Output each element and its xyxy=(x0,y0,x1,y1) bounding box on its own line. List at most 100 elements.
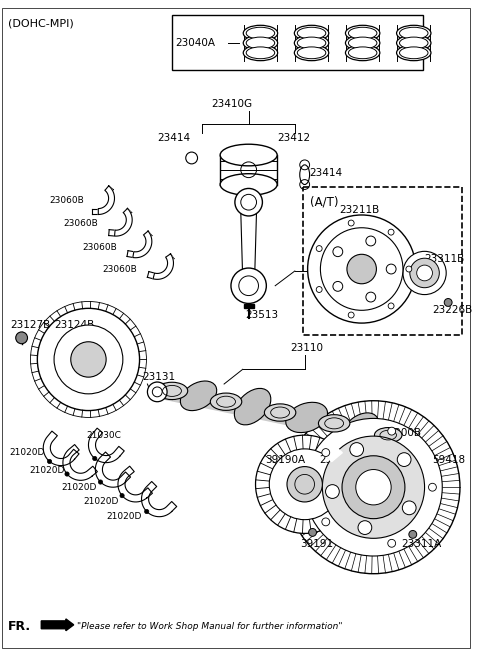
Polygon shape xyxy=(88,428,124,462)
Ellipse shape xyxy=(246,37,275,49)
Circle shape xyxy=(388,539,396,547)
Text: 23040A: 23040A xyxy=(175,38,215,48)
Text: 39191: 39191 xyxy=(300,539,333,549)
Ellipse shape xyxy=(346,45,380,60)
Text: 23226B: 23226B xyxy=(432,305,473,316)
Ellipse shape xyxy=(286,402,327,432)
Circle shape xyxy=(269,449,340,520)
Ellipse shape xyxy=(348,47,377,58)
Circle shape xyxy=(356,470,391,505)
Circle shape xyxy=(388,303,394,309)
Polygon shape xyxy=(323,441,342,462)
Circle shape xyxy=(325,485,339,499)
Text: (DOHC-MPI): (DOHC-MPI) xyxy=(8,18,73,28)
Circle shape xyxy=(347,255,376,284)
Text: 23060B: 23060B xyxy=(83,243,117,252)
Text: 23060B: 23060B xyxy=(102,264,137,274)
Text: 21020D: 21020D xyxy=(84,497,119,506)
Ellipse shape xyxy=(346,35,380,51)
Circle shape xyxy=(350,443,363,457)
Circle shape xyxy=(54,325,123,394)
Circle shape xyxy=(323,436,425,539)
Text: 21020D: 21020D xyxy=(10,448,45,457)
Text: 23211B: 23211B xyxy=(339,205,379,215)
Ellipse shape xyxy=(348,37,377,49)
Circle shape xyxy=(409,531,417,539)
Ellipse shape xyxy=(399,47,428,58)
Circle shape xyxy=(71,342,106,377)
Polygon shape xyxy=(63,445,97,480)
Ellipse shape xyxy=(243,45,277,60)
Polygon shape xyxy=(98,186,115,215)
FancyArrow shape xyxy=(41,619,74,630)
Polygon shape xyxy=(153,254,173,279)
Ellipse shape xyxy=(246,28,275,39)
Circle shape xyxy=(348,220,354,226)
Text: 23410G: 23410G xyxy=(211,99,252,109)
Circle shape xyxy=(348,312,354,318)
Text: 23127B: 23127B xyxy=(10,320,50,330)
Circle shape xyxy=(429,483,436,491)
Text: 21020D: 21020D xyxy=(106,512,142,522)
Ellipse shape xyxy=(297,37,326,49)
Bar xyxy=(303,188,462,335)
Circle shape xyxy=(322,449,330,457)
Text: 23414: 23414 xyxy=(310,168,343,178)
Text: 23510: 23510 xyxy=(349,264,382,274)
Circle shape xyxy=(231,268,266,304)
Text: 23131: 23131 xyxy=(143,372,176,382)
Circle shape xyxy=(144,510,149,514)
Circle shape xyxy=(65,472,69,476)
Circle shape xyxy=(333,281,343,291)
Circle shape xyxy=(98,480,103,484)
Circle shape xyxy=(388,427,396,435)
Ellipse shape xyxy=(399,37,428,49)
Circle shape xyxy=(147,382,167,401)
Text: "Please refer to Work Shop Manual for further information": "Please refer to Work Shop Manual for fu… xyxy=(77,623,342,631)
Circle shape xyxy=(417,265,432,281)
Text: 21030C: 21030C xyxy=(86,430,121,440)
Polygon shape xyxy=(115,209,132,236)
Ellipse shape xyxy=(210,393,242,411)
Circle shape xyxy=(37,308,140,411)
Ellipse shape xyxy=(243,26,277,41)
Circle shape xyxy=(316,287,322,293)
Circle shape xyxy=(410,258,439,288)
Text: 23414: 23414 xyxy=(157,133,191,143)
Polygon shape xyxy=(133,231,152,258)
Circle shape xyxy=(120,493,124,498)
Circle shape xyxy=(320,228,403,310)
Circle shape xyxy=(342,456,405,519)
Text: 23412: 23412 xyxy=(277,133,310,143)
Text: 21020D: 21020D xyxy=(29,466,65,475)
Ellipse shape xyxy=(396,45,431,60)
Text: 59418: 59418 xyxy=(432,455,466,464)
Text: 23124B: 23124B xyxy=(54,320,94,330)
Circle shape xyxy=(386,264,396,274)
Circle shape xyxy=(255,435,354,533)
Circle shape xyxy=(388,229,394,235)
Text: 39190A: 39190A xyxy=(265,455,305,464)
Circle shape xyxy=(308,215,416,323)
Ellipse shape xyxy=(220,174,277,195)
Text: 23311A: 23311A xyxy=(401,539,441,549)
Circle shape xyxy=(316,245,322,251)
Polygon shape xyxy=(241,212,256,281)
Circle shape xyxy=(403,251,446,295)
Circle shape xyxy=(235,188,263,216)
Circle shape xyxy=(322,518,330,526)
Circle shape xyxy=(366,292,376,302)
Circle shape xyxy=(287,466,323,502)
Polygon shape xyxy=(244,304,253,308)
Ellipse shape xyxy=(348,28,377,39)
Polygon shape xyxy=(43,431,79,466)
Circle shape xyxy=(333,247,343,256)
Bar xyxy=(172,16,422,70)
Text: 23311B: 23311B xyxy=(425,255,465,264)
Circle shape xyxy=(305,419,442,556)
Ellipse shape xyxy=(234,388,271,425)
Circle shape xyxy=(93,457,97,461)
Ellipse shape xyxy=(156,382,188,400)
Text: 23200B: 23200B xyxy=(381,428,421,438)
Text: 23060B: 23060B xyxy=(49,195,84,205)
